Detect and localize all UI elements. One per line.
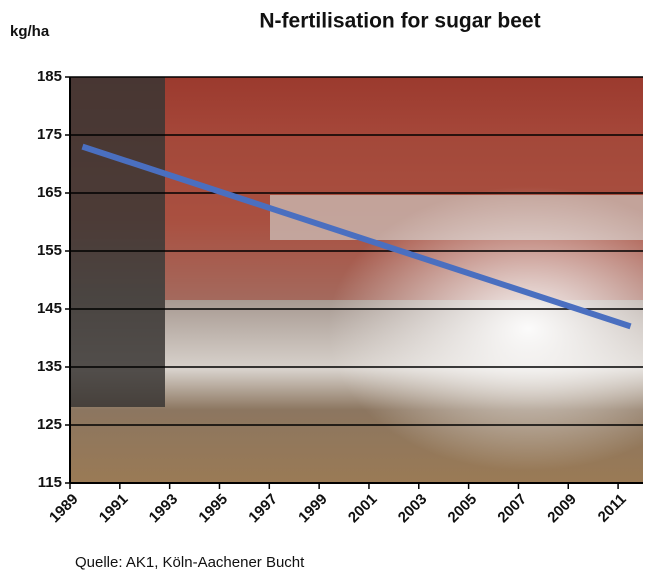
background-photo (70, 77, 643, 483)
x-tick-label: 1999 (295, 491, 331, 527)
x-tick-label: 1989 (46, 491, 82, 527)
chart-title: N-fertilisation for sugar beet (259, 10, 540, 33)
source-note: Quelle: AK1, Köln-Aachener Bucht (75, 554, 305, 571)
y-tick-label: 115 (38, 474, 62, 491)
x-tick-label: 2005 (445, 491, 481, 527)
x-tick-label: 2001 (345, 491, 381, 527)
page: N-fertilisation for sugar beet kg/ha Que… (0, 0, 650, 575)
y-tick-label: 145 (37, 300, 62, 317)
y-tick-label: 185 (37, 68, 62, 85)
x-tick-label: 2011 (595, 491, 630, 526)
x-tick-label: 1991 (96, 491, 132, 527)
x-tick-label: 2003 (395, 491, 431, 527)
y-tick-label: 135 (37, 358, 62, 375)
x-tick-label: 2007 (494, 491, 530, 527)
y-tick-label: 125 (37, 416, 62, 433)
y-tick-label: 155 (37, 242, 62, 259)
y-axis-label: kg/ha (10, 23, 50, 40)
x-tick-label: 1995 (195, 491, 231, 527)
chart: N-fertilisation for sugar beet kg/ha Que… (0, 0, 650, 575)
y-tick-label: 165 (37, 184, 62, 201)
y-tick-label: 175 (37, 126, 62, 143)
x-tick-label: 2009 (544, 491, 580, 527)
x-tick-label: 1993 (146, 491, 182, 527)
x-tick-label: 1997 (245, 491, 281, 527)
